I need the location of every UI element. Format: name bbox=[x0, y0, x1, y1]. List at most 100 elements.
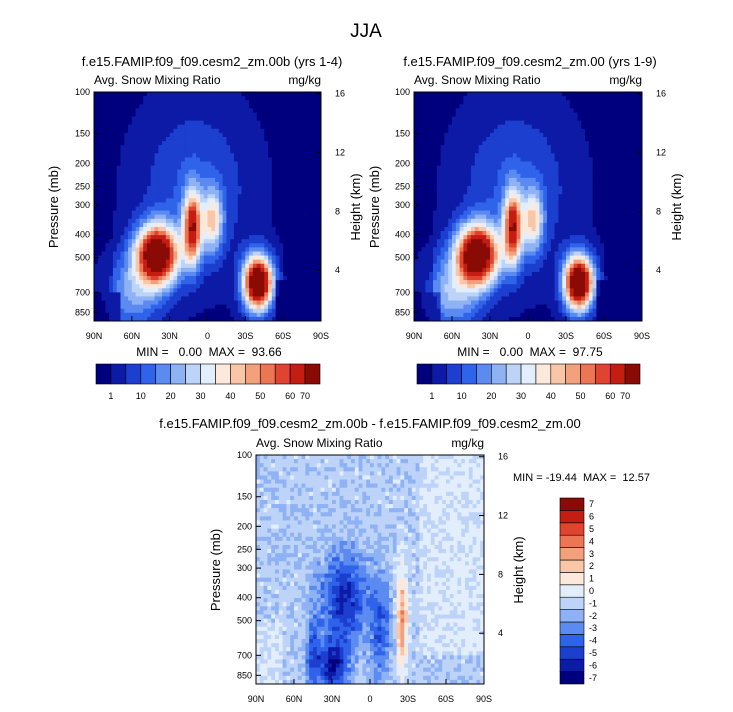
field-cell bbox=[188, 206, 193, 211]
field-cell bbox=[184, 96, 189, 101]
field-cell bbox=[294, 120, 299, 126]
field-cell bbox=[233, 194, 239, 199]
field-cell bbox=[233, 198, 239, 203]
field-cell bbox=[241, 96, 246, 101]
field-cell bbox=[252, 153, 258, 158]
field-cell bbox=[211, 141, 216, 146]
field-cell bbox=[192, 165, 197, 171]
field-cell bbox=[509, 165, 514, 171]
field-cell bbox=[294, 202, 299, 207]
field-cell bbox=[101, 149, 106, 154]
field-cell bbox=[429, 181, 434, 187]
field-cell bbox=[158, 153, 163, 158]
field-cell bbox=[150, 190, 155, 195]
field-cell bbox=[112, 141, 118, 146]
field-cell bbox=[463, 104, 468, 109]
field-cell bbox=[543, 173, 548, 179]
field-cell bbox=[539, 141, 544, 146]
field-cell bbox=[101, 251, 106, 256]
field-cell bbox=[268, 222, 273, 228]
field-cell bbox=[116, 92, 121, 97]
field-cell bbox=[169, 226, 174, 232]
field-cell bbox=[143, 100, 148, 105]
field-cell bbox=[305, 271, 311, 277]
field-cell bbox=[241, 108, 246, 113]
field-cell bbox=[505, 149, 510, 154]
field-cell bbox=[120, 210, 125, 216]
field-cell bbox=[135, 190, 140, 195]
field-cell bbox=[150, 218, 155, 224]
field-cell bbox=[165, 198, 171, 203]
field-cell bbox=[581, 181, 586, 187]
field-cell bbox=[607, 169, 612, 175]
field-cell bbox=[286, 136, 292, 142]
field-cell bbox=[600, 92, 605, 97]
field-cell bbox=[162, 116, 167, 122]
field-cell bbox=[215, 304, 220, 310]
field-cell bbox=[124, 218, 129, 224]
field-cell bbox=[264, 276, 269, 281]
field-cell bbox=[158, 116, 163, 122]
field-cell bbox=[585, 128, 590, 134]
field-cell bbox=[264, 304, 269, 310]
field-cell bbox=[623, 145, 628, 150]
field-cell bbox=[211, 100, 216, 105]
field-cell bbox=[524, 190, 529, 195]
field-cell bbox=[116, 153, 121, 158]
field-cell bbox=[634, 177, 639, 183]
field-cell bbox=[417, 104, 422, 109]
field-cell bbox=[112, 304, 118, 310]
field-cell bbox=[120, 141, 125, 146]
field-cell bbox=[573, 120, 578, 126]
field-cell bbox=[181, 202, 186, 207]
field-cell bbox=[252, 280, 258, 285]
field-cell bbox=[233, 218, 239, 224]
field-cell bbox=[429, 124, 434, 130]
field-cell bbox=[218, 235, 224, 240]
field-cell bbox=[105, 263, 110, 269]
field-cell bbox=[302, 96, 307, 101]
field-cell bbox=[158, 251, 163, 256]
field-cell bbox=[290, 202, 295, 207]
field-cell bbox=[298, 194, 303, 199]
field-cell bbox=[154, 280, 159, 285]
field-cell bbox=[268, 239, 273, 244]
field-cell bbox=[173, 141, 178, 146]
field-cell bbox=[268, 149, 273, 154]
field-cell bbox=[237, 235, 242, 240]
field-cell bbox=[486, 141, 491, 146]
field-cell bbox=[237, 165, 242, 171]
field-cell bbox=[184, 198, 189, 203]
field-cell bbox=[305, 173, 311, 179]
field-cell bbox=[230, 251, 235, 256]
field-cell bbox=[177, 312, 182, 318]
field-cell bbox=[158, 145, 163, 150]
field-cell bbox=[143, 271, 148, 277]
field-cell bbox=[211, 231, 216, 236]
field-cell bbox=[547, 112, 552, 117]
field-cell bbox=[275, 120, 280, 126]
field-cell bbox=[256, 288, 261, 293]
field-cell bbox=[459, 136, 464, 142]
field-cell bbox=[448, 141, 453, 146]
field-cell bbox=[497, 96, 502, 101]
field-cell bbox=[222, 104, 227, 109]
field-cell bbox=[181, 112, 186, 117]
field-cell bbox=[226, 226, 231, 232]
field-cell bbox=[317, 235, 322, 240]
field-cell bbox=[279, 218, 284, 224]
field-cell bbox=[294, 128, 299, 134]
field-cell bbox=[215, 141, 220, 146]
field-cell bbox=[528, 112, 533, 117]
field-cell bbox=[264, 149, 269, 154]
field-cell bbox=[211, 259, 216, 265]
field-cell bbox=[554, 149, 559, 154]
field-cell bbox=[124, 190, 129, 195]
field-cell bbox=[222, 263, 227, 269]
field-cell bbox=[124, 198, 129, 203]
field-cell bbox=[638, 177, 643, 183]
field-cell bbox=[177, 136, 182, 142]
field-cell bbox=[143, 120, 148, 126]
field-cell bbox=[286, 186, 292, 191]
field-cell bbox=[585, 124, 590, 130]
